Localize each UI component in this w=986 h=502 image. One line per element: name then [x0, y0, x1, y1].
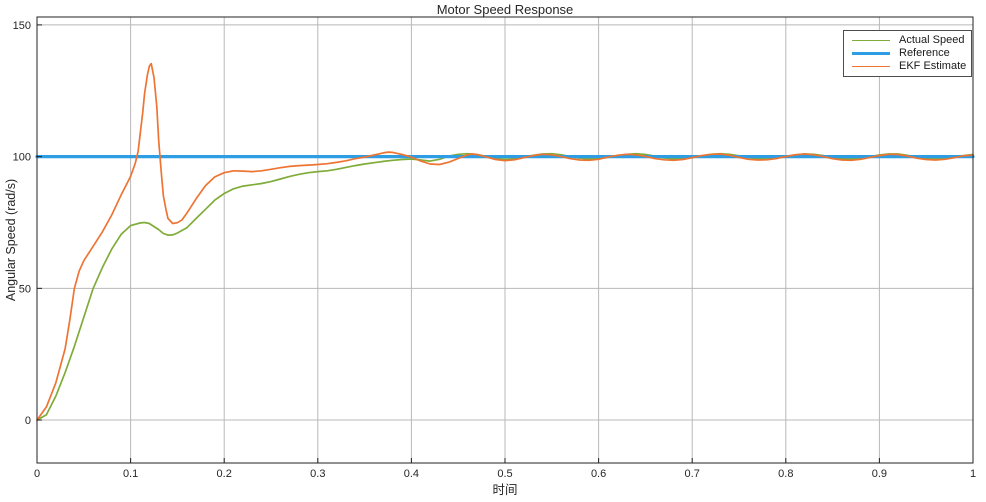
- x-tick-label: 1: [970, 468, 976, 480]
- x-tick-label: 0.2: [217, 468, 232, 480]
- legend-line-swatch-orange: [852, 65, 890, 68]
- x-tick-label: 0.5: [497, 468, 512, 480]
- legend-line-swatch-green: [852, 39, 890, 42]
- legend-label: Reference: [899, 47, 950, 59]
- legend[interactable]: Actual Speed Reference EKF Estimate: [843, 30, 972, 77]
- x-tick-label: 0.9: [872, 468, 887, 480]
- x-tick-label: 0.7: [685, 468, 700, 480]
- y-tick-label: 100: [13, 152, 31, 164]
- chart-title: Motor Speed Response: [436, 2, 574, 17]
- x-tick-label: 0: [34, 468, 40, 480]
- y-tick-label: 0: [25, 415, 31, 427]
- x-tick-label: 0.8: [778, 468, 793, 480]
- x-tick-label: 0.3: [310, 468, 325, 480]
- x-tick-label: 0.4: [404, 468, 419, 480]
- legend-item-reference[interactable]: Reference: [844, 47, 971, 60]
- x-axis-label: 时间: [492, 483, 518, 497]
- y-axis-label: Angular Speed (rad/s): [4, 178, 18, 302]
- legend-label: EKF Estimate: [899, 60, 967, 72]
- y-tick-label: 150: [13, 20, 31, 32]
- y-tick-label: 50: [19, 283, 31, 295]
- legend-item-ekf-estimate[interactable]: EKF Estimate: [844, 60, 971, 73]
- legend-line-swatch-blue: [852, 51, 890, 56]
- legend-item-actual-speed[interactable]: Actual Speed: [844, 34, 971, 47]
- x-tick-label: 0.1: [123, 468, 138, 480]
- series-line-ekf-estimate: [36, 62, 974, 421]
- x-tick-label: 0.6: [591, 468, 606, 480]
- legend-label: Actual Speed: [899, 34, 965, 46]
